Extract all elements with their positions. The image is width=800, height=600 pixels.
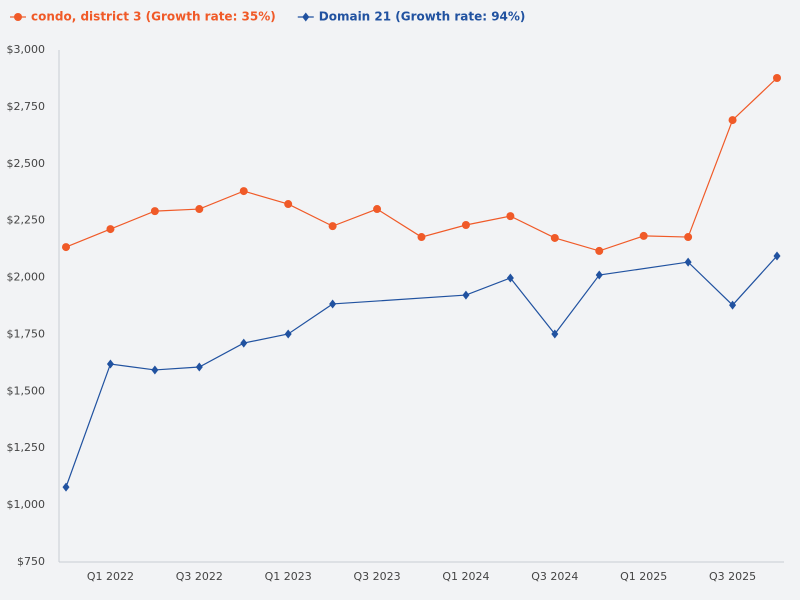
point (373, 205, 382, 214)
point (417, 233, 426, 242)
point (240, 338, 248, 348)
point (284, 329, 292, 339)
x-tick-label: Q1 2023 (265, 570, 312, 583)
point (195, 362, 203, 372)
point (462, 290, 470, 300)
point (773, 251, 781, 261)
legend-label: Domain 21 (Growth rate: 94%) (319, 10, 526, 24)
point (328, 222, 337, 231)
point (284, 200, 293, 209)
y-tick-label: $1,750 (7, 327, 46, 340)
point (550, 233, 559, 242)
point (506, 273, 514, 283)
y-tick-label: $750 (17, 555, 45, 568)
y-tick-label: $2,750 (7, 100, 46, 113)
y-tick-label: $2,500 (7, 157, 46, 170)
point (14, 13, 22, 21)
x-tick-label: Q1 2024 (442, 570, 489, 583)
point (106, 359, 114, 369)
x-tick-label: Q3 2023 (353, 570, 400, 583)
point (106, 225, 115, 234)
point (195, 205, 204, 214)
point (506, 212, 515, 221)
point (639, 231, 648, 240)
y-tick-label: $3,000 (7, 43, 46, 56)
x-tick-label: Q1 2025 (620, 570, 667, 583)
point (329, 299, 337, 309)
y-tick-label: $2,000 (7, 271, 46, 284)
point (461, 220, 470, 229)
x-tick-label: Q1 2022 (87, 570, 134, 583)
point (62, 482, 70, 492)
x-tick-label: Q3 2024 (531, 570, 578, 583)
point (684, 233, 693, 242)
point (773, 73, 781, 82)
point (684, 257, 692, 267)
y-tick-label: $1,000 (7, 498, 46, 511)
point (151, 365, 159, 375)
y-tick-label: $1,500 (7, 384, 46, 397)
point (302, 12, 310, 22)
point (62, 243, 70, 252)
x-tick-label: Q3 2025 (709, 570, 756, 583)
point (729, 300, 737, 310)
y-tick-label: $2,250 (7, 214, 46, 227)
y-tick-label: $1,250 (7, 441, 46, 454)
legend-label: condo, district 3 (Growth rate: 35%) (31, 10, 276, 24)
point (728, 116, 737, 125)
point (150, 207, 159, 216)
point (595, 246, 604, 255)
x-tick-label: Q3 2022 (176, 570, 223, 583)
series-line (65, 255, 778, 488)
point (239, 187, 248, 196)
point (551, 329, 559, 339)
point (595, 270, 603, 280)
